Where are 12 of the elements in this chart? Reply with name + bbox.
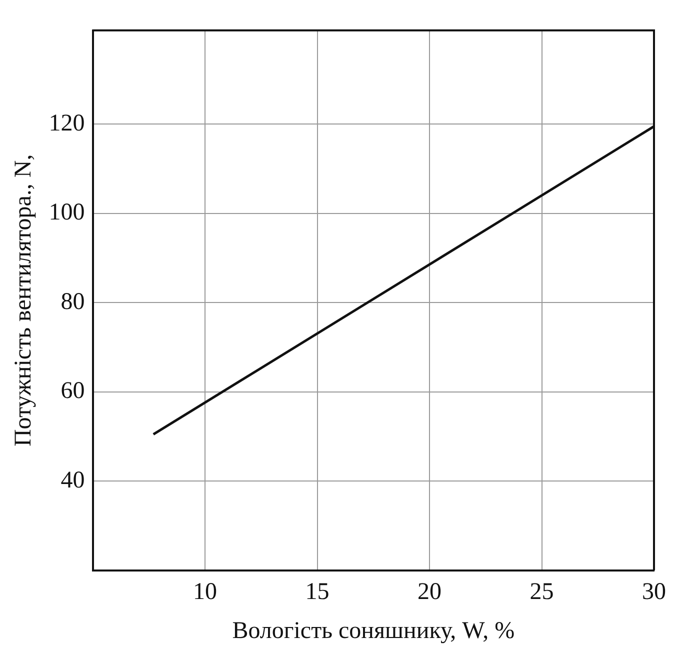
x-tick-label: 30 xyxy=(642,579,666,606)
y-axis-title: Потужність вентилятора., N, xyxy=(10,154,37,447)
x-tick-label: 15 xyxy=(305,579,330,606)
x-tick-label: 20 xyxy=(418,579,442,606)
x-tick-label: 10 xyxy=(193,579,218,606)
x-axis-title: Вологість соняшнику, W, % xyxy=(232,618,515,644)
x-tick-label: 25 xyxy=(530,579,554,606)
y-tick-label: 120 xyxy=(48,110,85,136)
y-tick-label: 100 xyxy=(48,200,85,226)
y-tick-label: 40 xyxy=(60,467,85,494)
y-tick-label: 60 xyxy=(60,378,85,404)
y-tick-label: 80 xyxy=(60,288,85,315)
